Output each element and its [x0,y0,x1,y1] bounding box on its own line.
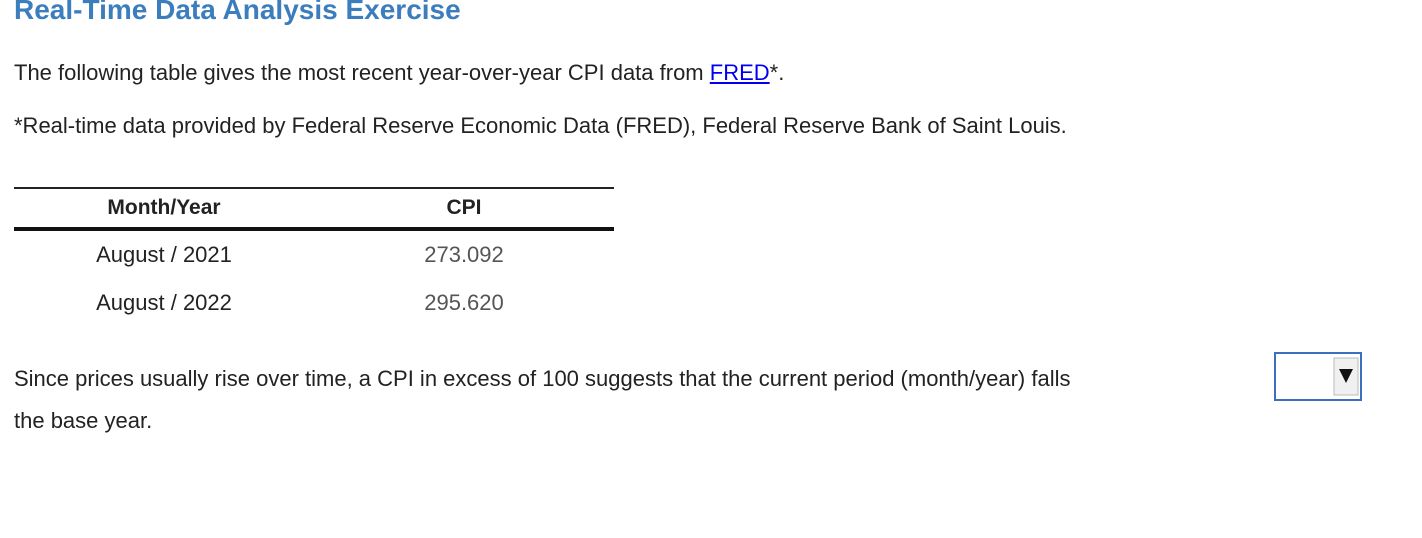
fred-link[interactable]: FRED [709,60,770,85]
row: August / 2021 273.092 [14,229,614,279]
question-text: Since prices usually rise over time, a C… [14,366,1071,391]
intro-text: *. [769,60,785,85]
header-row: Month/Year CPI [14,187,614,231]
column-header: CPI [314,187,614,231]
footnote: *Real-time data provided by Federal Rese… [14,113,1067,138]
intro-text: The following table gives the most recen… [14,60,710,85]
title: Real-Time Data Analysis Exercise [14,0,461,25]
cpi-table: Month/Year CPI August / 2021 273.092 Aug… [14,187,614,327]
column-header: Month/Year [14,187,314,231]
cpi-cell: 273.092 [424,242,504,267]
row: August / 2022 295.620 [14,279,614,327]
cpi-cell: 295.620 [424,290,504,315]
question-text: the base year. [14,408,153,433]
month-cell: August / 2022 [96,290,232,315]
month-cell: August / 2021 [96,242,232,267]
arrow-icon [1339,369,1353,383]
dropdown-arrow [1333,357,1359,396]
intro: The following table gives the most recen… [14,60,784,86]
answer-dropdown[interactable] [1274,352,1362,401]
